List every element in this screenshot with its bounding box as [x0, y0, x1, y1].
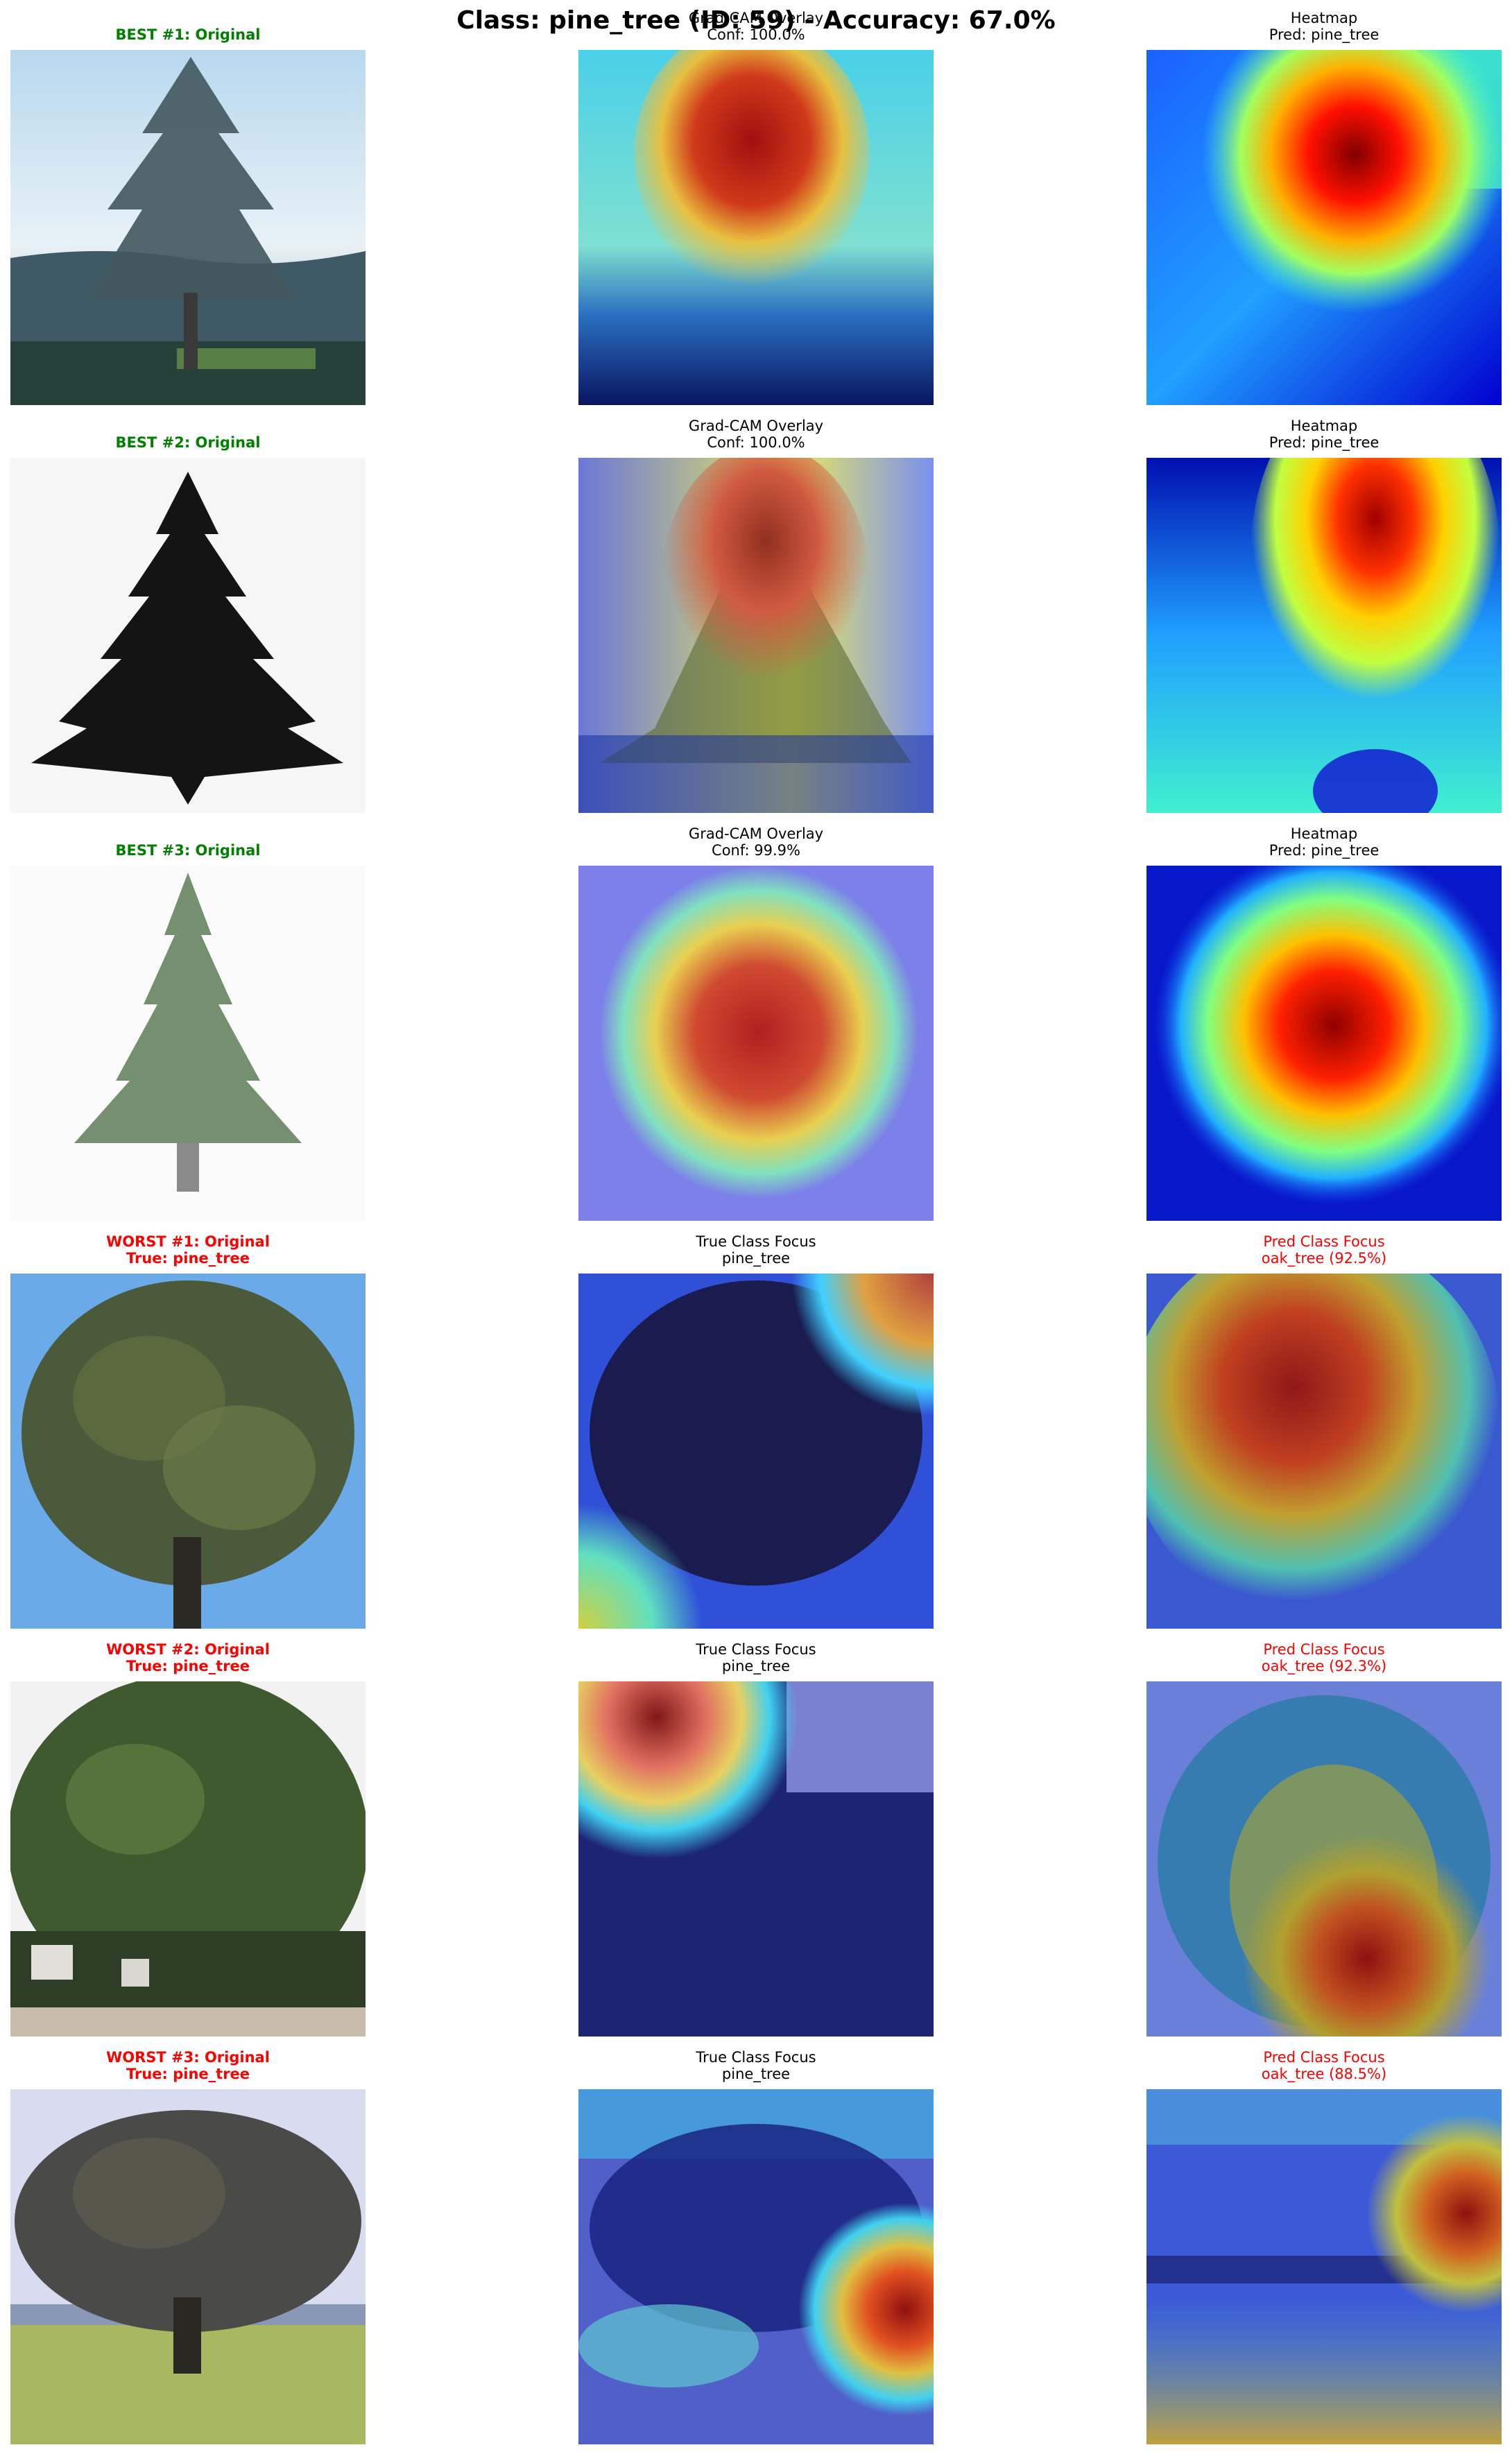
- gradcam-overlay-image: [578, 1274, 934, 1629]
- panel-title-line2: True: pine_tree: [126, 1250, 250, 1267]
- gradcam-overlay-image: [578, 458, 934, 813]
- dark-pine-silhouette: [10, 458, 366, 813]
- gradcam-overlay: [1146, 1681, 1502, 2037]
- gradcam-heatmap: [1146, 866, 1502, 1221]
- panel-title-line2: Conf: 100.0%: [707, 26, 805, 43]
- panel-title: Grad-CAM Overlay Conf: 99.9%: [537, 825, 975, 859]
- original-image: [10, 1681, 366, 2037]
- heatmap-image: [1146, 50, 1502, 405]
- panel-title: Pred Class Focus oak_tree (92.3%): [1105, 1641, 1512, 1674]
- gradcam-overlay-image: [1146, 2089, 1502, 2444]
- panel-title-line2: Conf: 100.0%: [707, 434, 805, 451]
- panel-title-line1: Pred Class Focus: [1263, 1641, 1385, 1658]
- gradcam-overlay-image: [578, 2089, 934, 2444]
- original-image: [10, 866, 366, 1221]
- panel-title-line1: WORST #3: Original: [106, 2049, 270, 2066]
- panel-title-line2: oak_tree (88.5%): [1261, 2066, 1387, 2082]
- original-image: [10, 458, 366, 813]
- panel-title: Heatmap Pred: pine_tree: [1105, 825, 1512, 859]
- gradcam-overlay: [578, 1681, 934, 2037]
- panel-title-line1: Heatmap: [1290, 10, 1358, 26]
- panel-title-line2: oak_tree (92.5%): [1261, 1250, 1387, 1267]
- figure-title: Class: pine_tree (ID: 59) - Accuracy: 67…: [456, 6, 1056, 35]
- panel-title: Pred Class Focus oak_tree (92.5%): [1105, 1233, 1512, 1267]
- panel-title: BEST #3: Original: [0, 842, 407, 859]
- pine-tree-mountain-photo: [10, 50, 366, 405]
- panel-title-line2: oak_tree (92.3%): [1261, 1658, 1387, 1674]
- gradcam-heatmap: [1146, 458, 1502, 813]
- panel-title-line2: pine_tree: [721, 2066, 791, 2082]
- panel-title-line1: Pred Class Focus: [1263, 1233, 1385, 1250]
- original-image: [10, 2089, 366, 2444]
- gradcam-overlay: [578, 2089, 934, 2444]
- gradcam-overlay-image: [578, 866, 934, 1221]
- gradcam-overlay: [578, 50, 934, 405]
- panel-title-line1: BEST #3: Original: [115, 842, 261, 859]
- panel-title-line2: pine_tree: [721, 1658, 791, 1674]
- panel-title-line1: Heatmap: [1290, 825, 1358, 842]
- panel-title: Heatmap Pred: pine_tree: [1105, 10, 1512, 43]
- panel-title: WORST #2: Original True: pine_tree: [0, 1641, 407, 1674]
- panel-title: BEST #2: Original: [0, 434, 407, 451]
- panel-title: True Class Focus pine_tree: [537, 1641, 975, 1674]
- panel-title-line2: True: pine_tree: [126, 1658, 250, 1674]
- panel-title-line2: pine_tree: [721, 1250, 791, 1267]
- panel-title-line1: True Class Focus: [696, 2049, 816, 2066]
- panel-title-line2: Conf: 99.9%: [712, 842, 800, 859]
- gradcam-overlay-image: [578, 1681, 934, 2037]
- gradcam-overlay: [578, 1274, 934, 1629]
- panel-title-line2: True: pine_tree: [126, 2066, 250, 2082]
- heatmap-image: [1146, 458, 1502, 813]
- panel-title-line1: WORST #1: Original: [106, 1233, 270, 1250]
- panel-title-line1: WORST #2: Original: [106, 1641, 270, 1658]
- panel-title: Grad-CAM Overlay Conf: 100.0%: [537, 10, 975, 43]
- broadleaf-tree-blue-sky: [10, 1274, 366, 1629]
- panel-title-line2: Pred: pine_tree: [1269, 434, 1380, 451]
- panel-title-line1: Pred Class Focus: [1263, 2049, 1385, 2066]
- panel-title-line2: Pred: pine_tree: [1269, 26, 1380, 43]
- panel-title-line2: Pred: pine_tree: [1269, 842, 1380, 859]
- original-image: [10, 50, 366, 405]
- heatmap-image: [1146, 866, 1502, 1221]
- panel-title-line1: Grad-CAM Overlay: [688, 418, 824, 434]
- panel-title: BEST #1: Original: [0, 26, 407, 43]
- pine-tree-white-background: [10, 866, 366, 1221]
- original-image: [10, 1274, 366, 1629]
- panel-title: WORST #1: Original True: pine_tree: [0, 1233, 407, 1267]
- gradcam-overlay-image: [578, 50, 934, 405]
- gradcam-overlay-image: [1146, 1274, 1502, 1629]
- panel-title: True Class Focus pine_tree: [537, 2049, 975, 2082]
- panel-title-line1: BEST #1: Original: [115, 26, 261, 43]
- panel-title: Grad-CAM Overlay Conf: 100.0%: [537, 418, 975, 451]
- broadleaf-tree-field: [10, 2089, 366, 2444]
- gradcam-overlay-image: [1146, 1681, 1502, 2037]
- panel-title-line1: Heatmap: [1290, 418, 1358, 434]
- gradcam-overlay: [578, 866, 934, 1221]
- gradcam-overlay: [1146, 1274, 1502, 1629]
- panel-title-line1: True Class Focus: [696, 1233, 816, 1250]
- gradcam-overlay: [578, 458, 934, 813]
- panel-title-line1: True Class Focus: [696, 1641, 816, 1658]
- panel-title: WORST #3: Original True: pine_tree: [0, 2049, 407, 2082]
- panel-title-line1: BEST #2: Original: [115, 434, 261, 451]
- panel-title-line1: Grad-CAM Overlay: [688, 825, 824, 842]
- panel-title-line1: Grad-CAM Overlay: [688, 10, 824, 26]
- panel-title: Heatmap Pred: pine_tree: [1105, 418, 1512, 451]
- panel-title: True Class Focus pine_tree: [537, 1233, 975, 1267]
- panel-title: Pred Class Focus oak_tree (88.5%): [1105, 2049, 1512, 2082]
- gradcam-overlay: [1146, 2089, 1502, 2444]
- broadleaf-tree-houses: [10, 1681, 366, 2037]
- gradcam-heatmap: [1146, 50, 1502, 405]
